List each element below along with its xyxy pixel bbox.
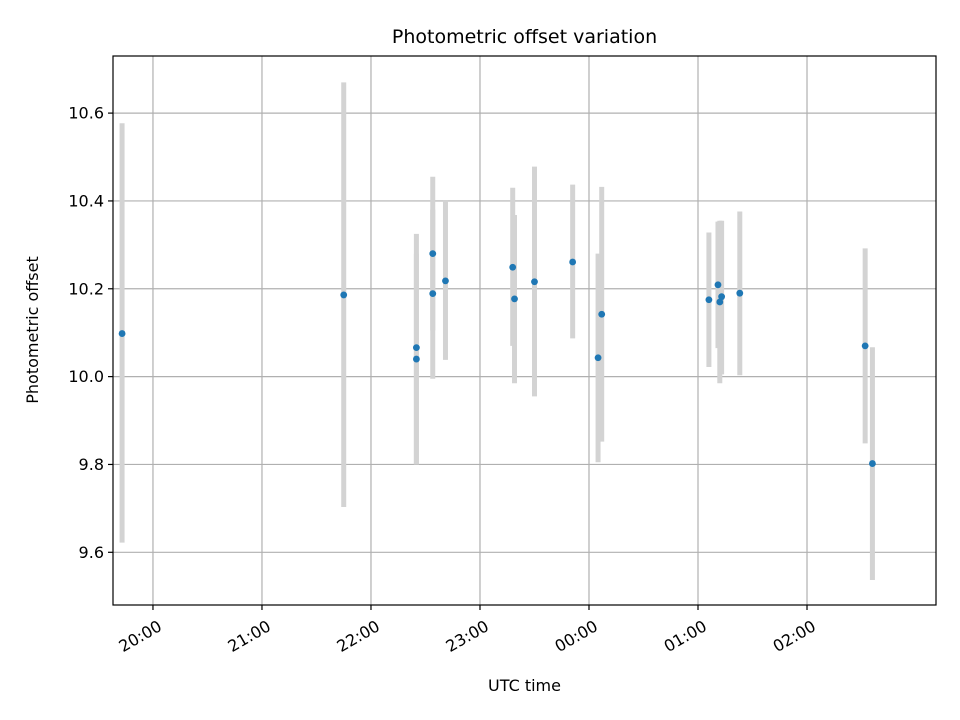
data-point [509,263,517,271]
y-axis-label: Photometric offset [23,256,42,404]
data-point [598,310,606,318]
x-tick-label: 21:00 [225,616,274,656]
data-point [869,460,876,467]
data-point [118,330,126,337]
y-tick-label: 9.8 [79,455,104,474]
x-tick-labels: 20:00 21:00 22:00 23:00 00:00 01:00 02:00 [116,616,819,656]
y-tick-label: 9.6 [79,543,104,562]
data-points [118,250,876,467]
data-point [716,298,724,306]
data-point [442,277,449,285]
data-point [714,281,722,289]
x-tick-label: 20:00 [116,616,165,656]
data-point [429,290,437,298]
data-point [340,291,348,299]
x-tick-label: 01:00 [661,616,710,656]
axis-ticks [108,112,808,610]
x-tick-label: 23:00 [443,616,492,656]
y-tick-label: 10.4 [68,191,104,210]
x-tick-label: 00:00 [552,616,601,656]
data-point [429,250,437,258]
y-tick-label: 10.0 [68,367,104,386]
x-axis-label: UTC time [488,676,561,695]
data-point [736,289,744,297]
y-tick-label: 10.2 [68,279,104,298]
data-point [413,344,420,352]
data-point [511,295,518,303]
x-tick-label: 02:00 [770,616,819,656]
data-point [705,296,713,304]
chart-title: Photometric offset variation [392,26,657,48]
grid [113,56,936,605]
error-bars [119,82,875,580]
data-point [413,355,420,363]
data-point [569,258,577,266]
plot-frame [112,55,937,606]
y-tick-label: 10.6 [68,104,104,123]
data-point [861,342,869,350]
data-point [531,278,538,286]
y-tick-labels: 9.6 9.8 10.0 10.2 10.4 10.6 [68,104,104,562]
data-point [718,293,726,301]
x-tick-label: 22:00 [334,616,383,656]
data-point [594,354,602,362]
